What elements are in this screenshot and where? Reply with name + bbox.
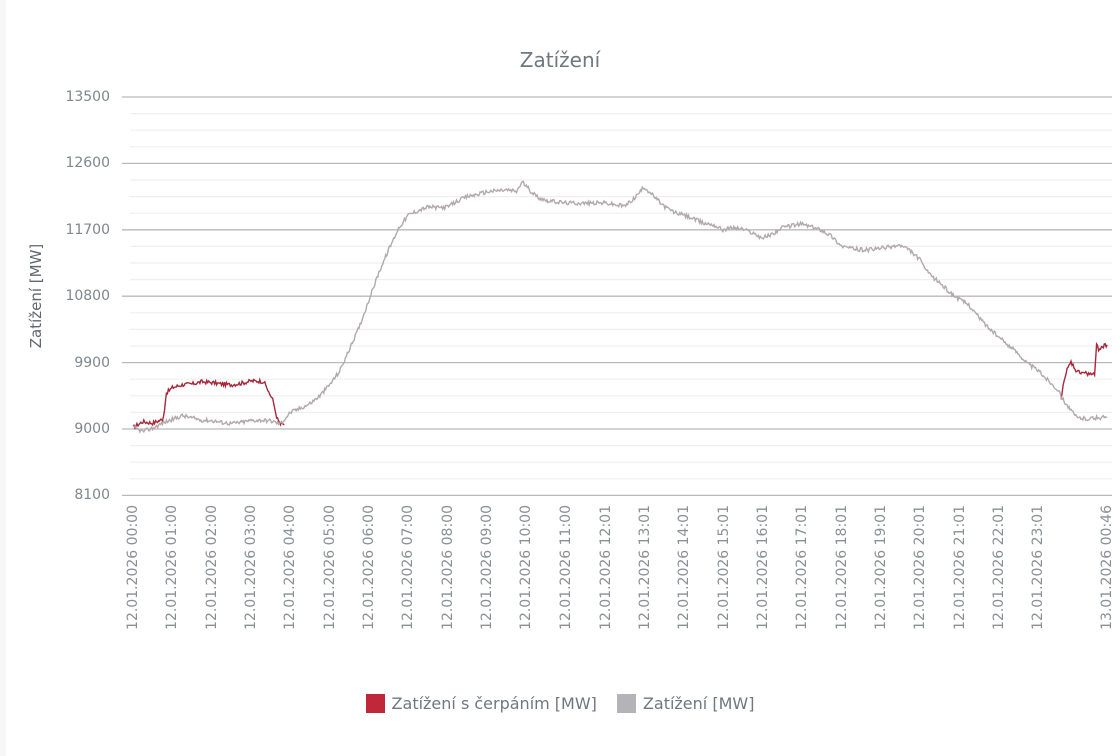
y-tick-label: 9000 xyxy=(74,421,110,437)
y-tick-label: 12600 xyxy=(65,155,110,172)
legend-item-load-with-pumping[interactable]: Zatížení s čerpáním [MW] xyxy=(365,694,597,713)
page-left-edge xyxy=(0,0,6,756)
series-lines xyxy=(132,180,1108,434)
legend-item-load[interactable]: Zatížení [MW] xyxy=(616,694,755,713)
legend-swatch-red-icon xyxy=(365,694,385,713)
series-line-load[interactable] xyxy=(132,180,1108,434)
y-tick-label: 13500 xyxy=(65,89,110,105)
series-line-load-with-pumping[interactable] xyxy=(1060,341,1108,400)
minor-gridlines xyxy=(130,112,1112,480)
legend-swatch-gray-icon xyxy=(616,694,636,713)
y-tick-label: 8100 xyxy=(74,487,110,504)
y-tick-label: 10800 xyxy=(65,288,110,305)
y-tick-label: 11700 xyxy=(65,221,110,238)
legend: Zatížení s čerpáním [MW] Zatížení [MW] xyxy=(0,694,1120,713)
major-gridlines xyxy=(122,96,1112,497)
chart-title: Zatížení xyxy=(519,48,601,72)
y-tick-label: 9900 xyxy=(74,354,110,371)
series-line-load-with-pumping[interactable] xyxy=(132,377,285,430)
legend-label: Zatížení s čerpáním [MW] xyxy=(391,694,597,713)
legend-label: Zatížení [MW] xyxy=(642,694,755,713)
